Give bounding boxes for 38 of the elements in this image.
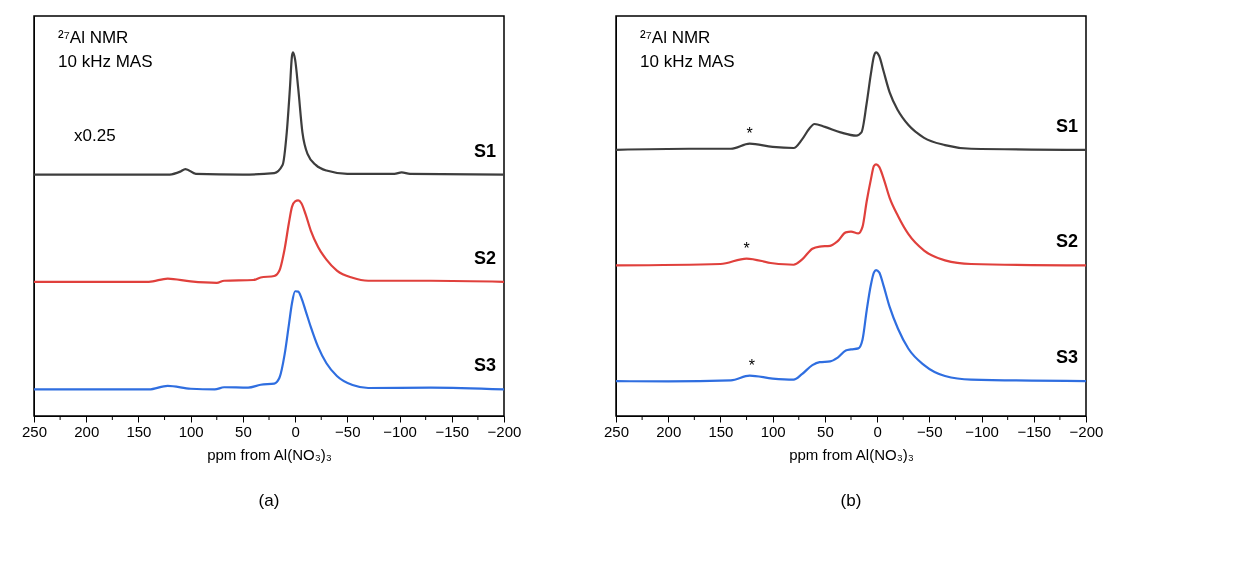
annotation: 10 kHz MAS [640,52,735,71]
x-tick-label: 250 [21,422,48,440]
x-tick-label: 150 [126,422,152,440]
x-tick-label: −200 [487,422,522,440]
x-tick-label: −150 [1017,422,1052,440]
text: ²⁷Al NMR [640,28,711,47]
x-tick-label: 50 [235,422,252,440]
annotation: x0.25 [74,126,116,145]
annotation: * [748,356,755,374]
x-tick-label: 250 [603,422,630,440]
text: (b) [840,491,862,510]
x-tick-label: 0 [291,422,300,440]
x-tick-label: 200 [656,422,682,440]
x-tick-label: 150 [708,422,734,440]
x-tick-label: −150 [435,422,470,440]
x-tick-label: 200 [74,422,100,440]
annotation: * [743,239,750,257]
x-tick-label: 0 [873,422,882,440]
series-label: S1 [473,140,496,161]
x-tick-label: 100 [760,422,786,440]
x-tick-label: −100 [383,422,417,440]
annotation: 10 kHz MAS [58,52,153,71]
x-tick-label: −50 [335,422,361,440]
x-tick-label: −50 [917,422,943,440]
series-label: S2 [473,247,496,268]
x-tick-label: −200 [1069,422,1104,440]
annotation: * [746,124,753,142]
series-label: S2 [1055,231,1078,252]
x-tick-label: 100 [178,422,204,440]
series-label: S1 [1055,115,1078,136]
series-label: S3 [1055,347,1078,368]
x-axis-title: ppm from Al(NO₃)₃ [207,445,332,463]
x-axis-title: ppm from Al(NO₃)₃ [789,445,914,463]
text: ²⁷Al NMR [58,28,129,47]
x-tick-label: −100 [965,422,999,440]
series-label: S3 [473,355,496,376]
text: (a) [258,491,280,510]
x-tick-label: 50 [817,422,834,440]
